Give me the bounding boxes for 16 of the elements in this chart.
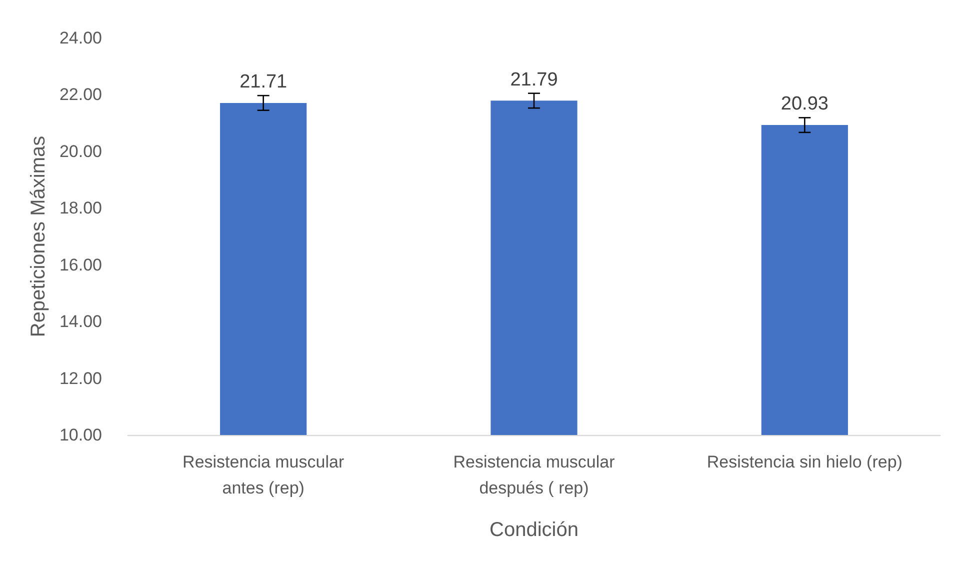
- y-tick-label: 20.00: [59, 142, 102, 161]
- x-tick-label: Resistencia muscular después ( rep): [453, 452, 616, 498]
- y-axis-title: Repeticiones Máximas: [28, 136, 50, 338]
- y-tick-label: 22.00: [59, 85, 102, 104]
- x-axis-title: Condición: [490, 519, 578, 541]
- y-tick-label: 10.00: [59, 426, 102, 444]
- data-label: 21.79: [510, 69, 558, 90]
- y-tick-label: 18.00: [59, 198, 102, 218]
- data-label: 20.93: [780, 94, 828, 115]
- y-tick-label: 14.00: [59, 312, 102, 332]
- x-tick-label: Resistencia muscular antes (rep): [182, 452, 344, 498]
- y-tick-label: 16.00: [59, 255, 102, 274]
- x-tick-label: Resistencia sin hielo (rep): [706, 452, 902, 472]
- y-tick-label: 24.00: [59, 28, 102, 48]
- data-label: 21.71: [240, 72, 288, 93]
- y-tick-label: 12.00: [59, 368, 102, 388]
